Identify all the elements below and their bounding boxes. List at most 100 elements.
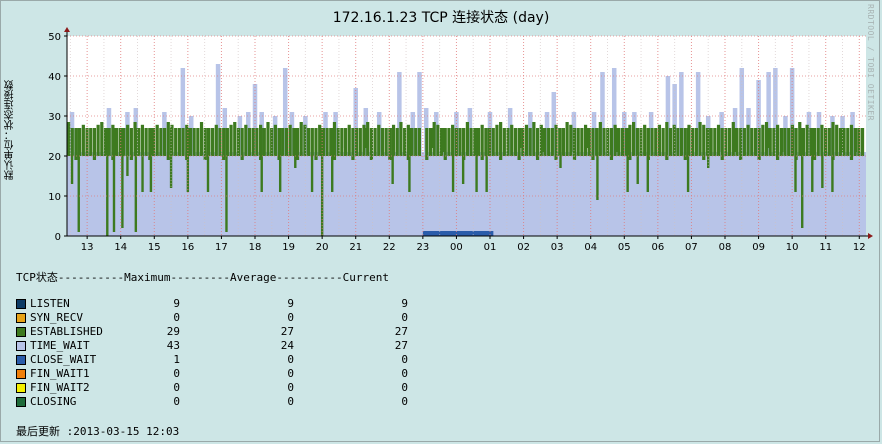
established-bar	[214, 124, 218, 156]
established-spike	[673, 128, 676, 152]
established-bar	[731, 122, 735, 156]
established-bar	[510, 124, 514, 156]
established-bar	[698, 122, 702, 156]
established-bar	[122, 128, 126, 156]
established-bar	[218, 128, 222, 156]
chart-plot: 0 10 20 30 40 50 13 14 15 16 17 18 19 20 21 22 23 00 01 02 0…	[48, 27, 873, 253]
x-tick-label: 20	[316, 242, 329, 253]
established-bar	[480, 124, 484, 160]
time-wait-peak-bar	[816, 112, 822, 236]
established-bar	[266, 122, 270, 156]
established-bar	[750, 128, 754, 156]
established-spike	[341, 128, 344, 148]
y-tick-label: 40	[48, 72, 61, 83]
established-bar	[458, 128, 462, 156]
established-bar	[284, 128, 289, 156]
established-bar	[295, 128, 300, 160]
established-bar	[776, 124, 780, 160]
time-wait-peak-bar	[333, 112, 338, 236]
time-wait-peak-bar	[591, 112, 597, 236]
established-bar	[211, 128, 215, 156]
established-bar	[728, 128, 732, 156]
x-tick-label: 04	[584, 242, 597, 253]
established-bar	[436, 124, 440, 156]
established-spike	[391, 128, 394, 184]
established-bar	[709, 128, 713, 156]
established-spike	[70, 128, 74, 184]
established-bar	[554, 124, 558, 160]
established-bar	[838, 128, 842, 156]
established-bar	[783, 128, 787, 156]
established-bar	[654, 128, 658, 156]
established-bar	[535, 128, 540, 160]
established-bar	[801, 128, 806, 156]
established-bar	[447, 128, 451, 156]
established-bar	[602, 128, 606, 156]
established-bar	[569, 124, 573, 156]
established-bar	[129, 128, 133, 160]
established-bar	[746, 124, 750, 156]
established-bar	[159, 128, 163, 156]
established-bar	[739, 128, 743, 160]
time-wait-peak-bar	[528, 112, 533, 236]
established-spike	[364, 128, 367, 148]
x-tick-label: 16	[181, 242, 194, 253]
established-spike	[572, 128, 576, 152]
established-bar	[292, 128, 296, 156]
x-tick-label: 19	[282, 242, 295, 253]
established-bar	[432, 122, 436, 156]
established-bar	[192, 128, 196, 156]
time-wait-peak-bar	[467, 108, 473, 236]
legend-avg-value: 0	[287, 395, 294, 408]
chart-title: 172.16.1.23 TCP 连接状态 (day)	[332, 10, 550, 26]
established-bar	[620, 128, 625, 156]
established-bar	[107, 128, 111, 156]
established-bar	[196, 128, 200, 156]
established-bar	[299, 122, 303, 156]
established-bar	[598, 122, 602, 156]
x-tick-label: 15	[148, 242, 161, 253]
established-spike	[475, 128, 478, 192]
established-spike	[733, 128, 737, 152]
established-bar	[576, 128, 580, 156]
legend-swatch	[16, 299, 26, 309]
legend-avg-value: 0	[287, 367, 294, 380]
established-bar	[565, 122, 569, 156]
established-spike	[586, 128, 589, 148]
established-bar	[713, 128, 717, 156]
established-bar	[89, 128, 93, 156]
established-bar	[812, 128, 817, 160]
time-wait-peak-bar	[434, 112, 439, 236]
time-wait-peak-bar	[648, 112, 654, 236]
established-spike	[854, 128, 858, 152]
established-bar	[790, 124, 794, 156]
x-tick-label: 01	[484, 242, 497, 253]
established-bar	[547, 128, 551, 156]
established-bar	[373, 128, 377, 156]
legend-avg-value: 9	[287, 297, 294, 310]
established-bar	[849, 124, 854, 160]
time-wait-peak-bar	[705, 116, 711, 236]
established-spike	[720, 128, 723, 152]
established-bar	[425, 128, 429, 160]
established-spike	[169, 128, 173, 188]
x-tick-label: 12	[853, 242, 866, 253]
established-spike	[121, 128, 124, 228]
time-wait-peak-bar	[783, 116, 788, 236]
time-wait-peak-bar	[732, 108, 738, 236]
time-wait-peak-bar	[363, 108, 369, 236]
established-bar	[151, 128, 156, 156]
established-bar	[162, 128, 167, 156]
legend-max-value: 0	[173, 395, 180, 408]
legend-max-value: 0	[173, 311, 180, 324]
established-bar	[842, 128, 846, 156]
established-bar	[798, 122, 802, 156]
x-tick-label: 14	[114, 242, 127, 253]
established-spike	[767, 128, 770, 148]
time-wait-peak-bar	[106, 108, 112, 236]
established-bar	[735, 128, 739, 156]
established-spike	[149, 128, 153, 192]
established-bar	[255, 128, 259, 156]
established-bar	[513, 128, 518, 156]
established-bar	[273, 124, 277, 156]
